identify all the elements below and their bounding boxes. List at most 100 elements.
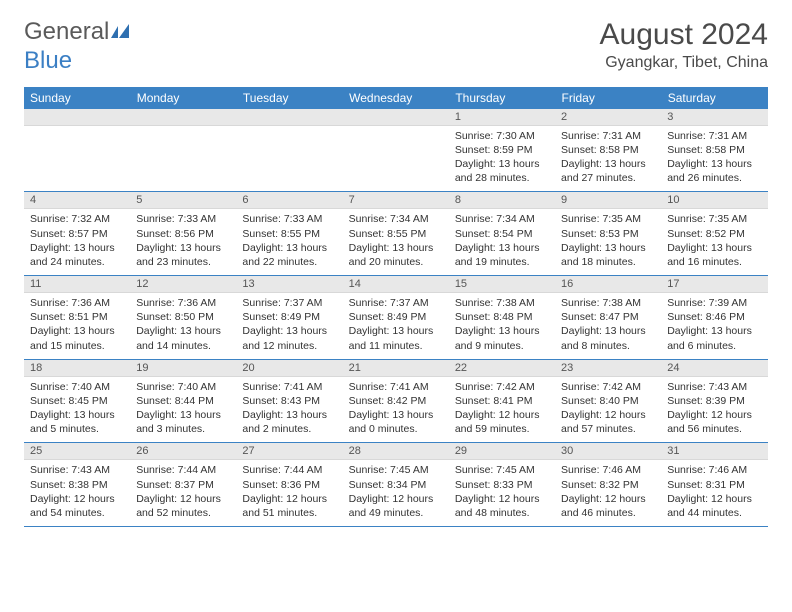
flag-icon <box>111 19 133 47</box>
cell-content: Sunrise: 7:46 AMSunset: 8:32 PMDaylight:… <box>555 460 661 526</box>
sunset-line: Sunset: 8:39 PM <box>667 394 761 408</box>
day-number: 26 <box>130 443 236 460</box>
day-number: 8 <box>449 192 555 209</box>
cell-content: Sunrise: 7:46 AMSunset: 8:31 PMDaylight:… <box>661 460 767 526</box>
sunrise-line: Sunrise: 7:40 AM <box>136 380 230 394</box>
day-number: 20 <box>236 360 342 377</box>
cell-content <box>130 126 236 192</box>
daynum-cell: 14 <box>343 276 449 294</box>
day-number: 31 <box>661 443 767 460</box>
day-number: 5 <box>130 192 236 209</box>
calendar-cell <box>236 126 342 192</box>
day-number: 4 <box>24 192 130 209</box>
day-number: 23 <box>555 360 661 377</box>
cell-content: Sunrise: 7:37 AMSunset: 8:49 PMDaylight:… <box>343 293 449 359</box>
day-header: Monday <box>130 87 236 109</box>
daynum-cell <box>130 109 236 126</box>
sunrise-line: Sunrise: 7:41 AM <box>242 380 336 394</box>
daynum-cell: 1 <box>449 109 555 126</box>
sunrise-line: Sunrise: 7:37 AM <box>242 296 336 310</box>
cell-content <box>24 126 130 192</box>
calendar-cell: Sunrise: 7:31 AMSunset: 8:58 PMDaylight:… <box>661 126 767 192</box>
day-number: 7 <box>343 192 449 209</box>
logo: GeneralBlue <box>24 18 133 75</box>
daylight-line: Daylight: 12 hours and 57 minutes. <box>561 408 655 436</box>
daylight-line: Daylight: 12 hours and 52 minutes. <box>136 492 230 520</box>
sunset-line: Sunset: 8:40 PM <box>561 394 655 408</box>
day-number: 15 <box>449 276 555 293</box>
daylight-line: Daylight: 13 hours and 26 minutes. <box>667 157 761 185</box>
daylight-line: Daylight: 13 hours and 16 minutes. <box>667 241 761 269</box>
day-number: 30 <box>555 443 661 460</box>
day-header: Saturday <box>661 87 767 109</box>
sunset-line: Sunset: 8:58 PM <box>561 143 655 157</box>
sunrise-line: Sunrise: 7:32 AM <box>30 212 124 226</box>
page-title: August 2024 <box>600 18 768 52</box>
daynum-cell: 28 <box>343 443 449 461</box>
daylight-line: Daylight: 13 hours and 9 minutes. <box>455 324 549 352</box>
daynum-cell: 9 <box>555 192 661 210</box>
day-number: 27 <box>236 443 342 460</box>
header: GeneralBlue August 2024 Gyangkar, Tibet,… <box>24 18 768 75</box>
daynum-cell: 19 <box>130 359 236 377</box>
daynum-cell: 18 <box>24 359 130 377</box>
sunrise-line: Sunrise: 7:36 AM <box>30 296 124 310</box>
calendar-cell <box>24 126 130 192</box>
calendar-cell: Sunrise: 7:46 AMSunset: 8:32 PMDaylight:… <box>555 460 661 526</box>
daynum-cell: 11 <box>24 276 130 294</box>
daynum-cell: 21 <box>343 359 449 377</box>
cell-content: Sunrise: 7:33 AMSunset: 8:56 PMDaylight:… <box>130 209 236 275</box>
daynum-cell: 31 <box>661 443 767 461</box>
daynum-cell: 12 <box>130 276 236 294</box>
daylight-line: Daylight: 13 hours and 20 minutes. <box>349 241 443 269</box>
daynum-cell: 7 <box>343 192 449 210</box>
sunset-line: Sunset: 8:51 PM <box>30 310 124 324</box>
cell-content: Sunrise: 7:42 AMSunset: 8:41 PMDaylight:… <box>449 377 555 443</box>
daylight-line: Daylight: 13 hours and 28 minutes. <box>455 157 549 185</box>
sunset-line: Sunset: 8:36 PM <box>242 478 336 492</box>
sunset-line: Sunset: 8:58 PM <box>667 143 761 157</box>
day-number: 13 <box>236 276 342 293</box>
daylight-line: Daylight: 13 hours and 22 minutes. <box>242 241 336 269</box>
daylight-line: Daylight: 13 hours and 12 minutes. <box>242 324 336 352</box>
cell-content: Sunrise: 7:40 AMSunset: 8:44 PMDaylight:… <box>130 377 236 443</box>
day-header-row: SundayMondayTuesdayWednesdayThursdayFrid… <box>24 87 768 109</box>
cell-content: Sunrise: 7:35 AMSunset: 8:53 PMDaylight:… <box>555 209 661 275</box>
calendar-cell: Sunrise: 7:42 AMSunset: 8:40 PMDaylight:… <box>555 377 661 443</box>
day-number: 3 <box>661 109 767 126</box>
sunset-line: Sunset: 8:34 PM <box>349 478 443 492</box>
daylight-line: Daylight: 13 hours and 8 minutes. <box>561 324 655 352</box>
day-header: Sunday <box>24 87 130 109</box>
cell-content: Sunrise: 7:42 AMSunset: 8:40 PMDaylight:… <box>555 377 661 443</box>
cell-content: Sunrise: 7:43 AMSunset: 8:39 PMDaylight:… <box>661 377 767 443</box>
calendar-cell: Sunrise: 7:39 AMSunset: 8:46 PMDaylight:… <box>661 293 767 359</box>
calendar-cell: Sunrise: 7:46 AMSunset: 8:31 PMDaylight:… <box>661 460 767 526</box>
calendar-cell: Sunrise: 7:43 AMSunset: 8:38 PMDaylight:… <box>24 460 130 526</box>
cell-content: Sunrise: 7:34 AMSunset: 8:54 PMDaylight:… <box>449 209 555 275</box>
daynum-cell <box>343 109 449 126</box>
cell-content: Sunrise: 7:36 AMSunset: 8:50 PMDaylight:… <box>130 293 236 359</box>
day-number: 2 <box>555 109 661 126</box>
location-text: Gyangkar, Tibet, China <box>600 54 768 72</box>
day-number: 19 <box>130 360 236 377</box>
day-number: 9 <box>555 192 661 209</box>
cell-content: Sunrise: 7:45 AMSunset: 8:33 PMDaylight:… <box>449 460 555 526</box>
day-number: 12 <box>130 276 236 293</box>
day-number: 6 <box>236 192 342 209</box>
sunrise-line: Sunrise: 7:34 AM <box>455 212 549 226</box>
daynum-cell: 13 <box>236 276 342 294</box>
sunset-line: Sunset: 8:49 PM <box>242 310 336 324</box>
week-row: Sunrise: 7:43 AMSunset: 8:38 PMDaylight:… <box>24 460 768 526</box>
day-number <box>24 109 130 126</box>
cell-content: Sunrise: 7:44 AMSunset: 8:37 PMDaylight:… <box>130 460 236 526</box>
week-row: Sunrise: 7:40 AMSunset: 8:45 PMDaylight:… <box>24 377 768 443</box>
cell-content: Sunrise: 7:39 AMSunset: 8:46 PMDaylight:… <box>661 293 767 359</box>
sunrise-line: Sunrise: 7:43 AM <box>30 463 124 477</box>
sunset-line: Sunset: 8:55 PM <box>242 227 336 241</box>
sunrise-line: Sunrise: 7:33 AM <box>136 212 230 226</box>
daylight-line: Daylight: 13 hours and 11 minutes. <box>349 324 443 352</box>
day-header: Wednesday <box>343 87 449 109</box>
sunset-line: Sunset: 8:47 PM <box>561 310 655 324</box>
calendar-cell: Sunrise: 7:45 AMSunset: 8:33 PMDaylight:… <box>449 460 555 526</box>
sunset-line: Sunset: 8:59 PM <box>455 143 549 157</box>
